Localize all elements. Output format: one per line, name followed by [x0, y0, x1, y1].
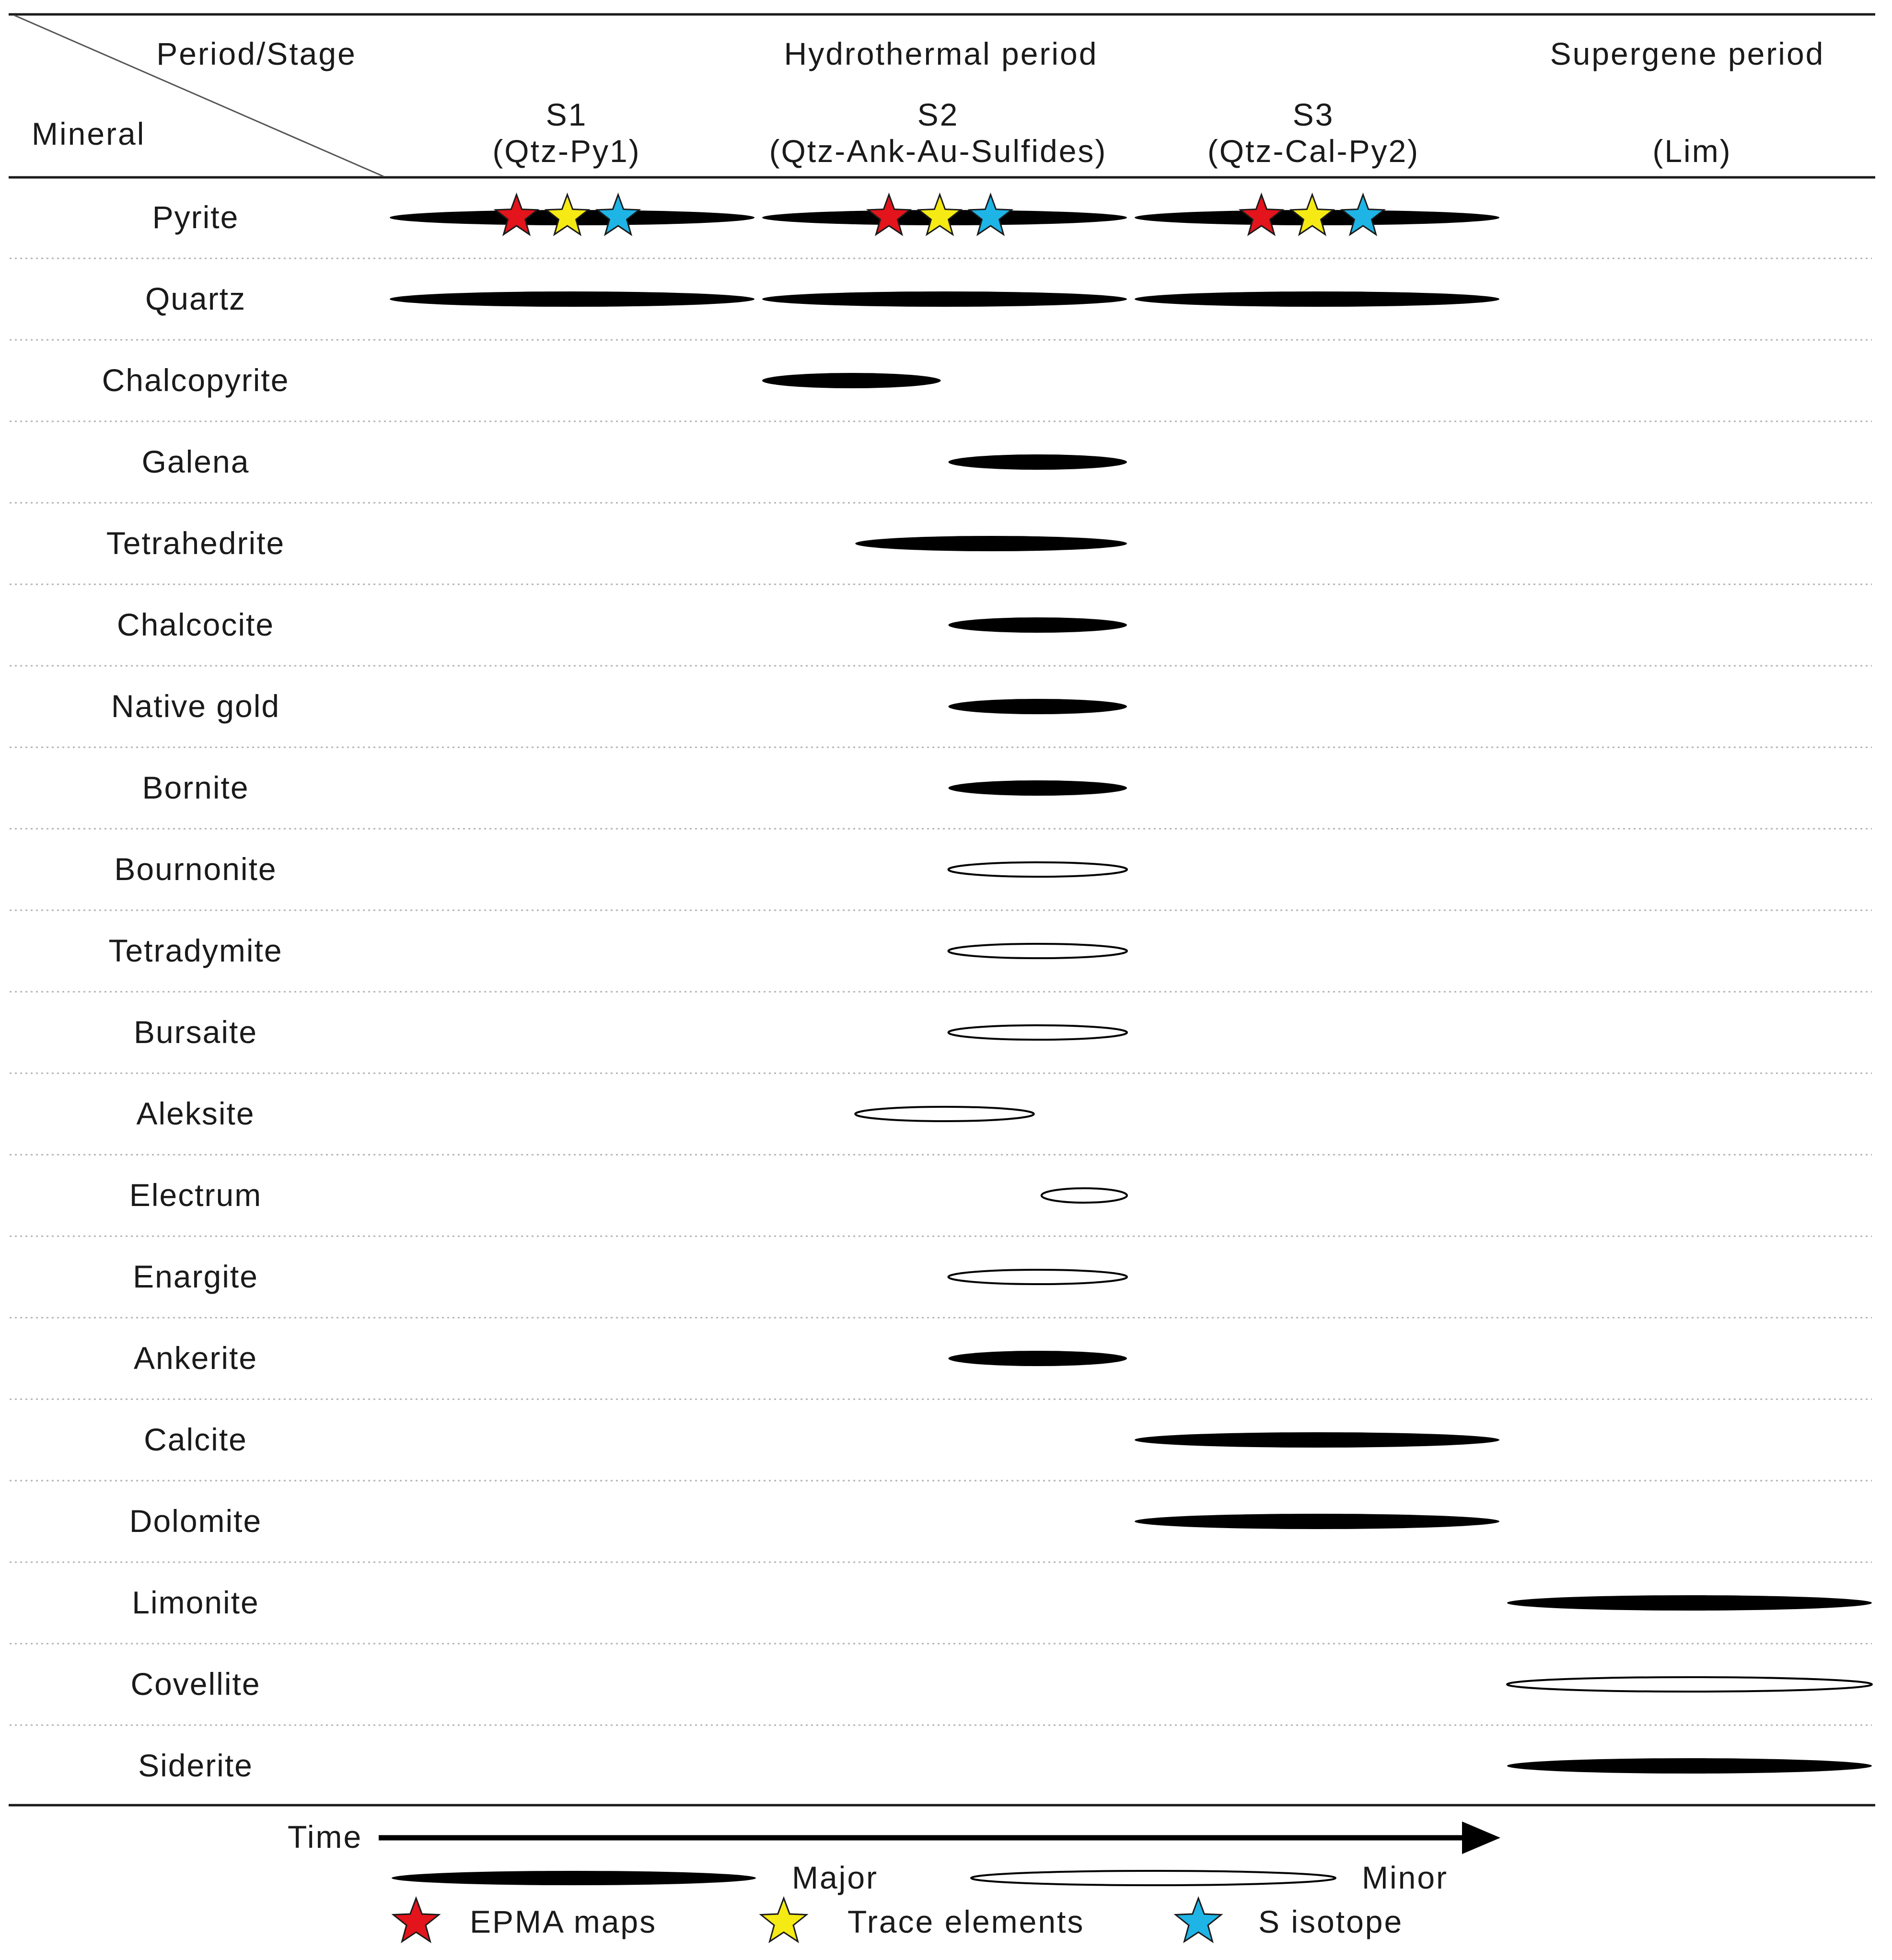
major-bar — [948, 699, 1127, 714]
mineral-label: Covellite — [130, 1666, 260, 1702]
major-bar — [855, 536, 1127, 551]
mineral-row-covellite: Covellite — [10, 1666, 1873, 1726]
mineral-label: Chalcocite — [117, 607, 274, 642]
mineral-row-tetrahedrite: Tetrahedrite — [10, 525, 1872, 585]
major-bar — [1135, 291, 1499, 307]
mineral-label: Quartz — [145, 281, 246, 316]
major-bar — [948, 780, 1127, 796]
corner-mineral: Mineral — [32, 116, 145, 151]
mineral-label: Limonite — [132, 1585, 259, 1620]
mineral-label: Ankerite — [134, 1340, 257, 1376]
epma-maps-legend-star-icon — [391, 1896, 441, 1943]
epma-maps-star-icon — [1238, 192, 1285, 236]
mineral-row-quartz: Quartz — [10, 281, 1872, 341]
mineral-label: Siderite — [138, 1748, 253, 1783]
stage-lim-sub: (Lim) — [1652, 133, 1731, 169]
stage-s3-sub: (Qtz-Cal-Py2) — [1207, 133, 1419, 169]
time-arrow-head — [1462, 1821, 1500, 1854]
mineral-row-chalcocite: Chalcocite — [10, 607, 1872, 667]
minor-bar — [1040, 1187, 1128, 1204]
time-axis-label: Time — [288, 1819, 362, 1855]
stage-s1-name: S1 — [546, 97, 588, 132]
mineral-row-dolomite: Dolomite — [10, 1503, 1872, 1563]
supergene-period-title: Supergene period — [1550, 36, 1825, 71]
s-isotope-star-icon — [595, 192, 641, 236]
major-bar — [948, 1351, 1127, 1366]
epma-maps-star-icon — [866, 192, 912, 236]
major-bar — [948, 617, 1127, 633]
mineral-row-enargite: Enargite — [10, 1259, 1872, 1319]
minor-bar — [947, 1024, 1128, 1041]
mineral-label: Pyrite — [152, 199, 239, 235]
corner-period-stage: Period/Stage — [156, 36, 357, 71]
major-bar — [948, 454, 1127, 470]
major-bar — [1135, 1432, 1499, 1448]
legend-symbol-label: S isotope — [1258, 1904, 1403, 1939]
mineral-row-galena: Galena — [10, 444, 1872, 504]
mineral-row-bornite: Bornite — [10, 770, 1872, 830]
mineral-label: Chalcopyrite — [102, 362, 290, 398]
mineral-row-electrum: Electrum — [10, 1177, 1872, 1237]
trace-elements-legend-star-icon — [759, 1896, 809, 1943]
mineral-row-ankerite: Ankerite — [10, 1340, 1872, 1400]
minor-bar — [947, 1269, 1128, 1285]
mineral-label: Enargite — [133, 1259, 258, 1294]
mineral-row-pyrite: Pyrite — [10, 192, 1872, 259]
mineral-row-aleksite: Aleksite — [10, 1096, 1872, 1156]
major-bar — [762, 291, 1127, 307]
epma-maps-star-icon — [493, 192, 540, 236]
s-isotope-star-icon — [1340, 192, 1386, 236]
legend-major-label: Major — [792, 1860, 878, 1895]
trace-elements-star-icon — [1289, 192, 1335, 236]
mineral-label: Native gold — [111, 688, 280, 724]
mineral-label: Bornite — [142, 770, 249, 805]
major-bar — [1507, 1758, 1872, 1774]
mineral-row-bursaite: Bursaite — [10, 1014, 1872, 1074]
legend-minor-swatch — [970, 1870, 1336, 1886]
hydrothermal-period-title: Hydrothermal period — [784, 36, 1098, 71]
legend-minor-label: Minor — [1362, 1860, 1448, 1895]
stage-s2-sub: (Qtz-Ank-Au-Sulfides) — [769, 133, 1107, 169]
major-bar — [1135, 1514, 1499, 1529]
mineral-row-native-gold: Native gold — [10, 688, 1872, 748]
minor-bar — [947, 943, 1128, 959]
stage-s1-sub: (Qtz-Py1) — [492, 133, 640, 169]
minor-bar — [947, 861, 1128, 878]
mineral-row-chalcopyrite: Chalcopyrite — [10, 362, 1872, 422]
mineral-label: Electrum — [129, 1177, 262, 1213]
mineral-label: Galena — [142, 444, 250, 479]
header-diagonal — [14, 14, 384, 177]
s-isotope-star-icon — [967, 192, 1014, 236]
mineral-label: Bursaite — [134, 1014, 257, 1050]
mineral-label: Tetrahedrite — [106, 525, 285, 561]
mineral-row-calcite: Calcite — [10, 1422, 1872, 1482]
mineral-label: Calcite — [144, 1422, 247, 1457]
major-bar — [1507, 1595, 1872, 1611]
mineral-row-bournonite: Bournonite — [10, 851, 1872, 911]
mineral-row-siderite: Siderite — [138, 1748, 1872, 1783]
mineral-label: Dolomite — [129, 1503, 262, 1539]
s-isotope-legend-star-icon — [1173, 1896, 1223, 1943]
major-bar — [390, 291, 754, 307]
minor-bar — [854, 1106, 1035, 1122]
stage-s3-name: S3 — [1293, 97, 1335, 132]
mineral-label: Aleksite — [136, 1096, 255, 1131]
legend-major-swatch — [392, 1871, 756, 1885]
mineral-label: Bournonite — [114, 851, 277, 887]
legend-symbol-label: Trace elements — [847, 1904, 1084, 1939]
minor-bar — [1506, 1676, 1873, 1693]
stage-s2-name: S2 — [917, 97, 959, 132]
mineral-rows: Pyrite Quartz Chalcopyrite Galena Tetrahedri… — [10, 192, 1873, 1783]
major-bar — [762, 373, 941, 388]
trace-elements-star-icon — [544, 192, 591, 236]
mineral-row-limonite: Limonite — [10, 1585, 1872, 1645]
mineral-label: Tetradymite — [108, 933, 282, 968]
legend-symbols: EPMA maps Trace elements S isotope — [391, 1896, 1403, 1943]
legend-symbol-label: EPMA maps — [470, 1904, 657, 1939]
mineral-row-tetradymite: Tetradymite — [10, 933, 1872, 993]
trace-elements-star-icon — [917, 192, 963, 236]
